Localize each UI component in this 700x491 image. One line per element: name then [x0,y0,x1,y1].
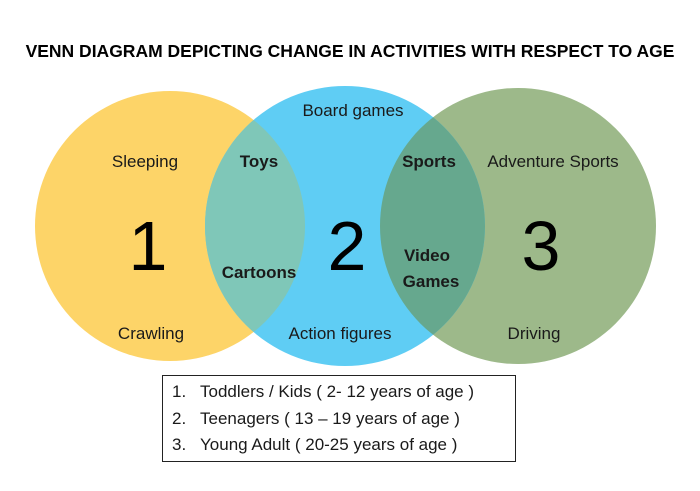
legend-item-number: 2. [172,408,187,428]
overlap-teenagers-young-adult [380,88,485,364]
circle-3-number: 3 [522,207,561,285]
overlap-2-3-label-games: Games [403,272,460,291]
legend-item-text: Toddlers / Kids ( 2- 12 years of age ) [200,382,475,401]
legend-item-text: Teenagers ( 13 – 19 years of age ) [200,408,460,428]
circle-2-bottom-label: Action figures [289,324,392,343]
legend-item-text: Young Adult ( 20-25 years of age ) [200,435,458,454]
legend-item-number: 1. [172,382,187,401]
legend-item-number: 3. [172,435,187,454]
circle-1-top-label: Sleeping [112,152,178,171]
circle-1-bottom-label: Crawling [118,324,184,343]
legend-item: 1. Toddlers / Kids ( 2- 12 years of age … [172,379,515,406]
overlap-1-2-label-cartoons: Cartoons [222,263,297,282]
overlap-2-3-label-sports: Sports [402,152,456,171]
legend-item: 3. Young Adult ( 20-25 years of age ) [172,432,515,459]
overlap-2-3-label-video: Video [404,246,450,265]
legend-box: 1. Toddlers / Kids ( 2- 12 years of age … [162,375,516,462]
legend-item: 2. Teenagers ( 13 – 19 years of age ) [172,406,515,433]
overlap-toddlers-teenagers [205,91,305,361]
page-title: VENN DIAGRAM DEPICTING CHANGE IN ACTIVIT… [26,41,675,61]
circle-3-bottom-label: Driving [508,324,561,343]
circle-1-number: 1 [129,207,168,285]
circle-2-top-label: Board games [302,101,403,120]
circle-2-number: 2 [328,207,367,285]
overlap-1-2-label-toys: Toys [240,152,278,171]
circle-3-top-label: Adventure Sports [487,152,618,171]
